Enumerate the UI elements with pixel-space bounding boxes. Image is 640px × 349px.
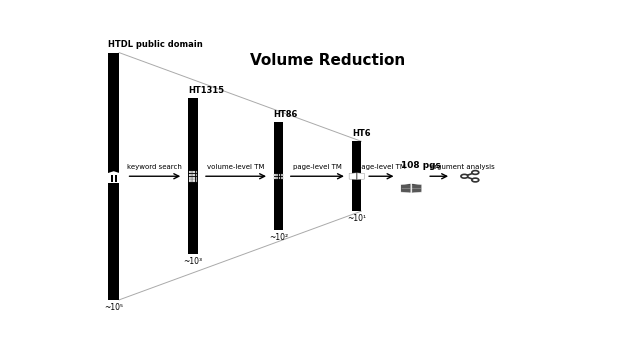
- Text: HTDL public domain: HTDL public domain: [108, 40, 203, 50]
- Bar: [109, 175, 111, 183]
- Text: page-level TM: page-level TM: [357, 164, 406, 170]
- Text: HT1315: HT1315: [188, 86, 224, 95]
- Bar: [108, 53, 119, 300]
- Bar: [281, 177, 282, 179]
- Bar: [113, 175, 115, 183]
- Polygon shape: [412, 184, 422, 193]
- Bar: [276, 173, 278, 176]
- Text: volume-level TM: volume-level TM: [207, 164, 265, 170]
- Bar: [191, 179, 193, 182]
- Polygon shape: [349, 173, 356, 180]
- Text: keyword search: keyword search: [127, 164, 182, 170]
- Polygon shape: [401, 184, 411, 193]
- Bar: [189, 177, 191, 179]
- Bar: [195, 173, 197, 176]
- Bar: [278, 177, 280, 179]
- Bar: [191, 173, 193, 176]
- Text: ~10³: ~10³: [184, 258, 203, 266]
- Text: ~10⁵: ~10⁵: [104, 303, 124, 312]
- Circle shape: [472, 178, 479, 182]
- Bar: [189, 173, 191, 176]
- Text: page-level TM: page-level TM: [293, 164, 342, 170]
- Bar: [116, 175, 119, 183]
- Text: 108 pgs: 108 pgs: [401, 161, 442, 170]
- Bar: [193, 171, 195, 173]
- Text: Volume Reduction: Volume Reduction: [250, 53, 406, 68]
- Polygon shape: [107, 171, 121, 173]
- Bar: [107, 173, 121, 175]
- Bar: [274, 122, 283, 230]
- Bar: [195, 171, 197, 173]
- Bar: [191, 177, 193, 179]
- Bar: [281, 173, 282, 176]
- Text: ~10²: ~10²: [269, 233, 288, 242]
- Bar: [193, 177, 195, 179]
- Bar: [278, 173, 280, 176]
- Bar: [195, 177, 197, 179]
- Polygon shape: [357, 173, 364, 180]
- Bar: [189, 179, 191, 182]
- Text: HT86: HT86: [274, 110, 298, 119]
- Bar: [188, 98, 198, 254]
- Bar: [189, 171, 191, 173]
- Text: ~10¹: ~10¹: [348, 214, 366, 223]
- Bar: [275, 173, 276, 176]
- Text: argument analysis: argument analysis: [429, 164, 495, 170]
- Circle shape: [461, 174, 468, 178]
- Bar: [193, 173, 195, 176]
- Bar: [193, 179, 195, 182]
- Bar: [276, 177, 278, 179]
- Bar: [195, 179, 197, 182]
- Bar: [275, 177, 276, 179]
- Bar: [191, 171, 193, 173]
- Text: HT6: HT6: [352, 129, 371, 138]
- Bar: [352, 141, 361, 211]
- Bar: [107, 182, 121, 183]
- Circle shape: [472, 171, 479, 174]
